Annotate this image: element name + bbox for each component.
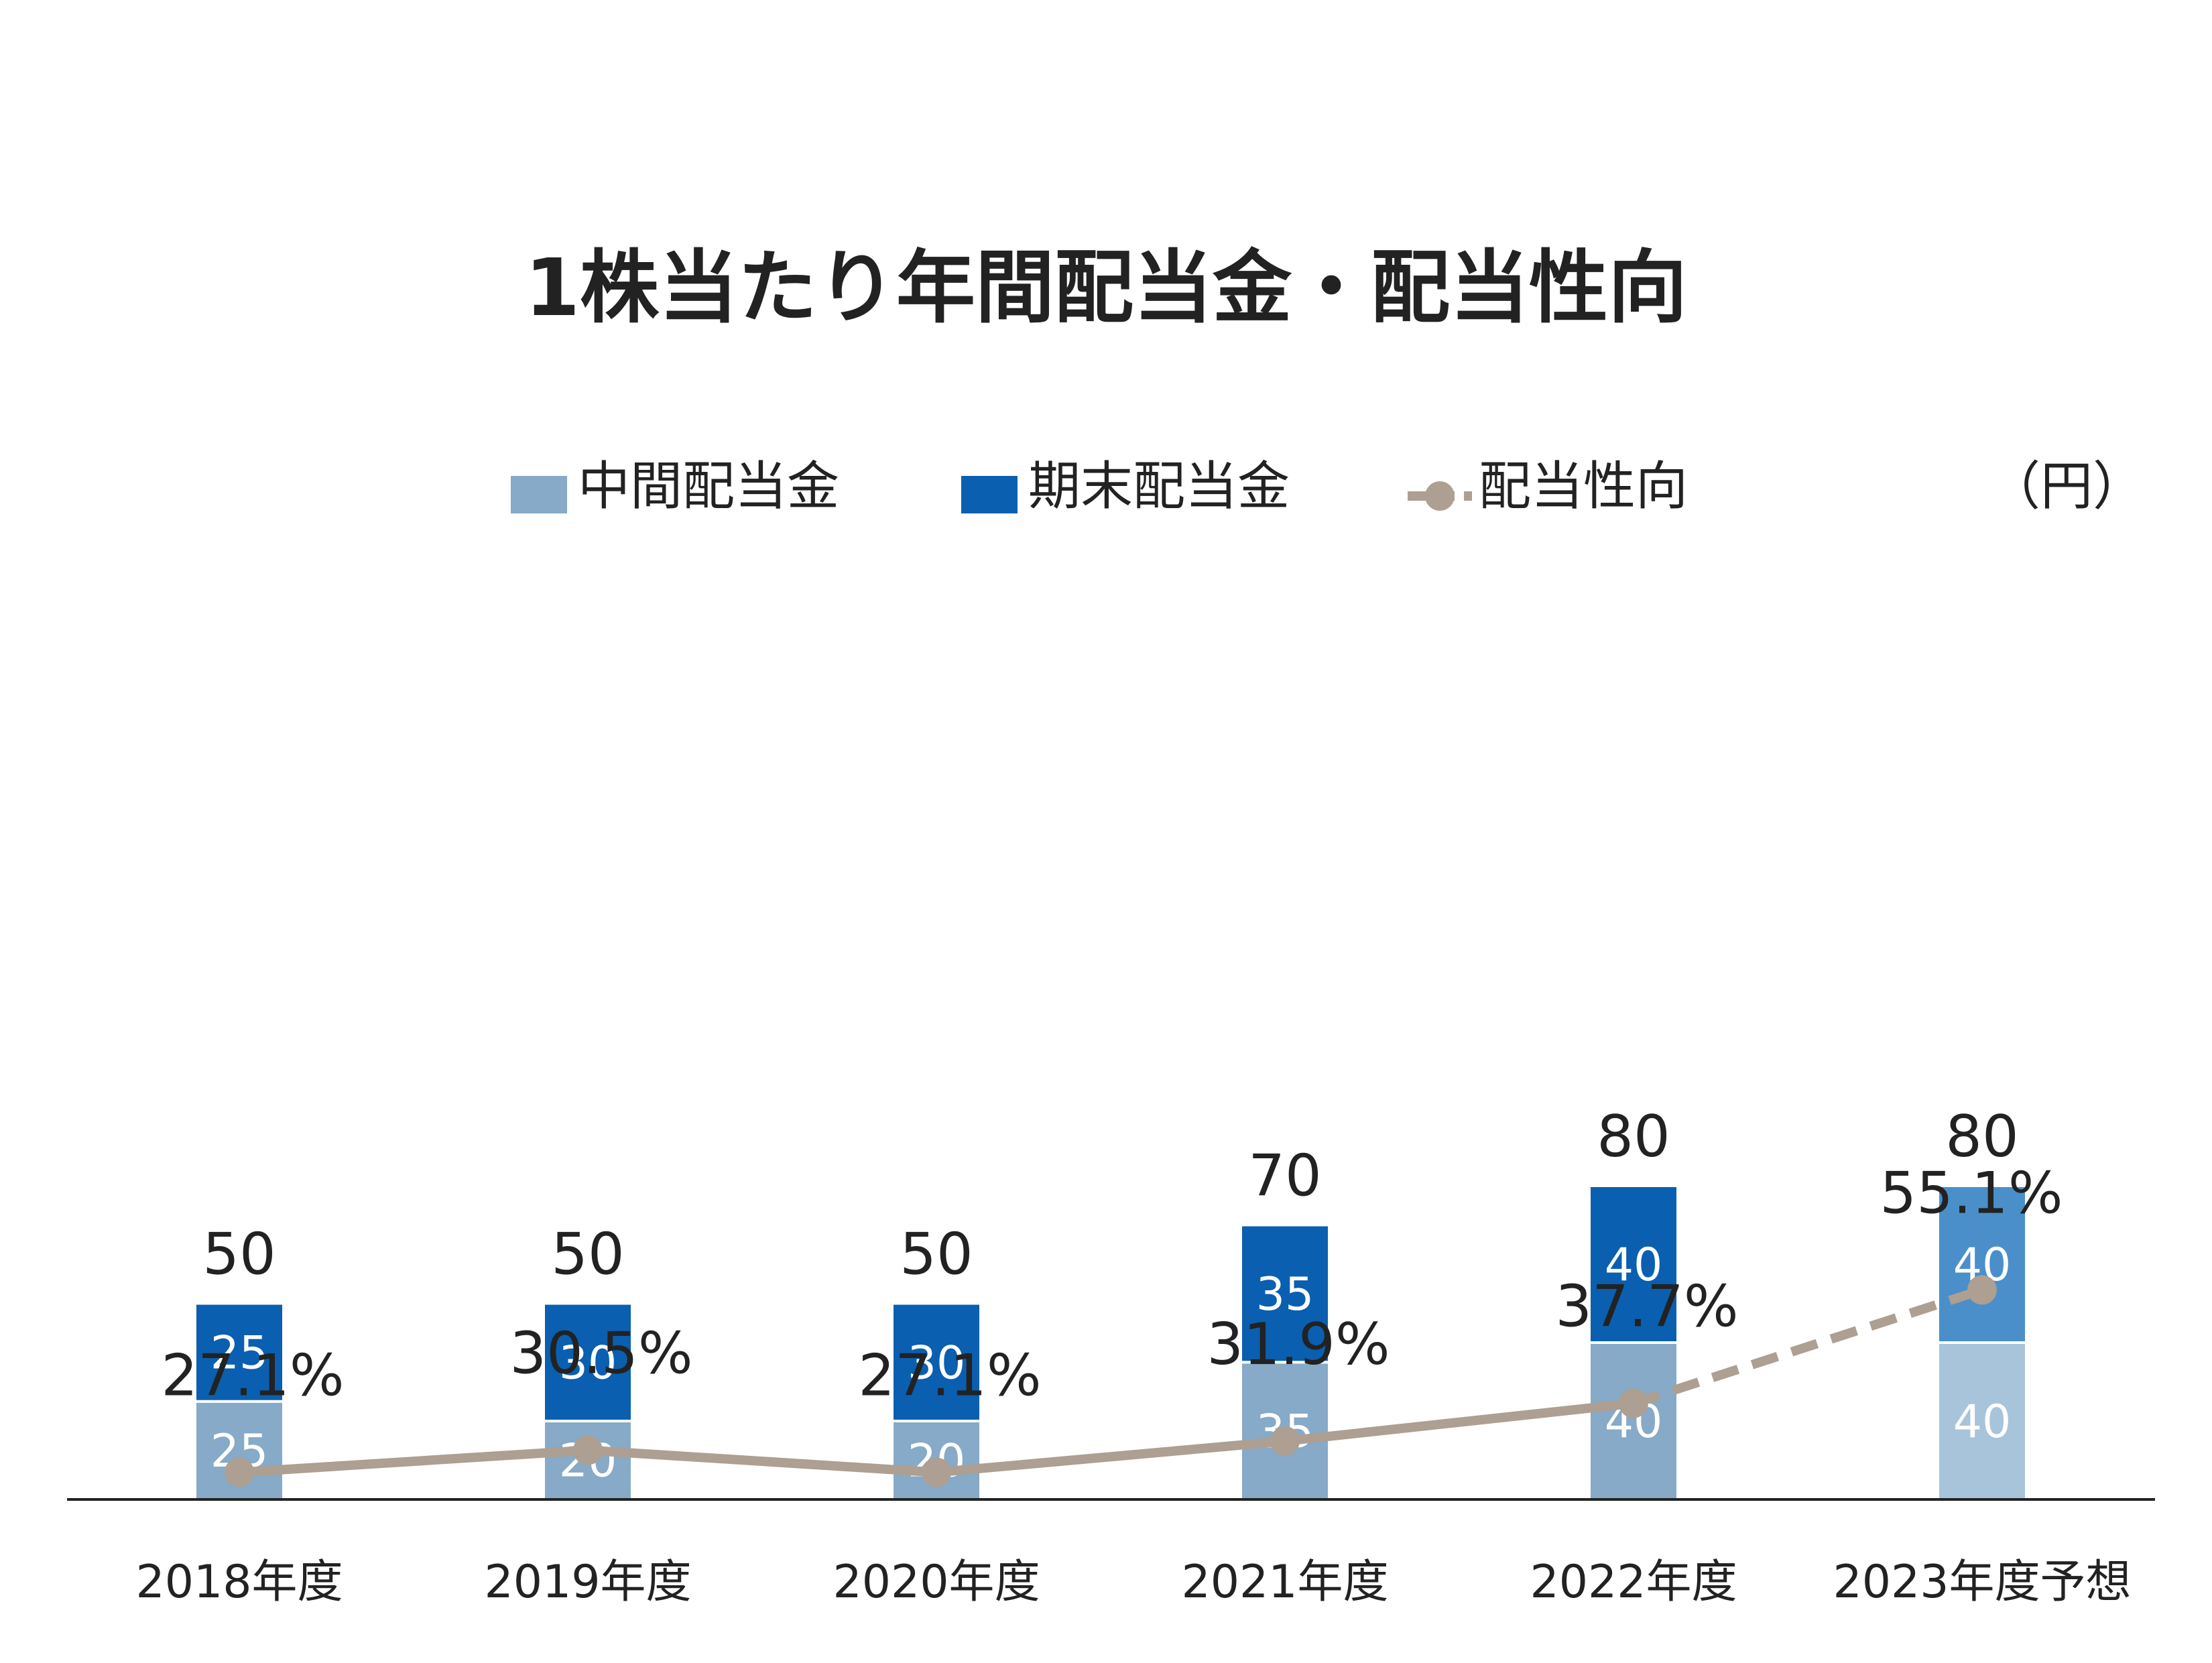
bar-total-label: 70 bbox=[1248, 1143, 1321, 1210]
bar-year-end bbox=[1937, 1184, 2028, 1344]
payout-line-layer: 27.1% 30.5% 27.1% 31.9% 37.7% 55.1% bbox=[161, 1160, 2063, 1487]
payout-point bbox=[225, 1457, 254, 1487]
x-tick-label: 2020年度 bbox=[833, 1556, 1040, 1609]
payout-point bbox=[573, 1435, 603, 1465]
payout-line-forecast bbox=[1632, 1285, 1984, 1408]
payout-label: 27.1% bbox=[161, 1343, 344, 1410]
bar-total-label: 80 bbox=[1597, 1103, 1670, 1170]
payout-label: 55.1% bbox=[1880, 1160, 2063, 1227]
payout-point bbox=[1967, 1275, 1997, 1305]
bars-layer: 252550203050203050353570404080404080 bbox=[194, 1103, 2028, 1501]
bar-year-end bbox=[542, 1302, 633, 1422]
payout-point bbox=[1270, 1426, 1300, 1456]
payout-label: 31.9% bbox=[1207, 1311, 1390, 1378]
bar-year-end bbox=[1239, 1223, 1331, 1364]
bar-year-end bbox=[194, 1302, 285, 1403]
bar-label-interim: 40 bbox=[1953, 1396, 2012, 1449]
bar-total-label: 50 bbox=[202, 1221, 275, 1288]
bar-label-year-end: 30 bbox=[559, 1337, 617, 1390]
x-tick-label: 2021年度 bbox=[1181, 1556, 1388, 1609]
bar-year-end bbox=[1588, 1184, 1679, 1344]
x-tick-label: 2018年度 bbox=[135, 1556, 343, 1609]
bar-label-year-end: 25 bbox=[210, 1327, 269, 1380]
x-tick-label: 2022年度 bbox=[1530, 1556, 1737, 1609]
legend-swatch-year-end bbox=[961, 476, 1018, 513]
legend-swatch-interim bbox=[511, 476, 567, 513]
payout-label: 27.1% bbox=[858, 1343, 1041, 1410]
bar-total-label: 50 bbox=[900, 1221, 973, 1288]
bar-label-year-end: 40 bbox=[1605, 1239, 1663, 1292]
x-axis-labels: 2018年度 2019年度 2020年度 2021年度 2022年度 2023年度予想 bbox=[135, 1556, 2131, 1609]
chart-title: 1株当たり年間配当金・配当性向 bbox=[525, 241, 1687, 334]
bar-interim bbox=[1937, 1341, 2028, 1501]
payout-point bbox=[922, 1457, 951, 1487]
legend: 中間配当金 期末配当金 配当性向 （円） bbox=[511, 456, 2145, 517]
legend-marker-payout bbox=[1425, 481, 1455, 511]
bar-label-year-end: 30 bbox=[908, 1337, 966, 1390]
bar-year-end bbox=[891, 1302, 982, 1422]
legend-label-year-end: 期末配当金 bbox=[1028, 456, 1290, 517]
x-tick-label: 2019年度 bbox=[484, 1556, 691, 1609]
bar-total-label: 50 bbox=[551, 1221, 624, 1288]
legend-label-payout: 配当性向 bbox=[1479, 456, 1688, 517]
legend-label-interim: 中間配当金 bbox=[578, 456, 839, 517]
bar-label-year-end: 35 bbox=[1256, 1268, 1314, 1321]
unit-label: （円） bbox=[1988, 456, 2145, 517]
payout-label: 37.7% bbox=[1555, 1274, 1738, 1341]
bar-total-label: 80 bbox=[1945, 1103, 2018, 1170]
x-tick-label: 2023年度予想 bbox=[1833, 1556, 2131, 1609]
payout-label: 30.5% bbox=[509, 1320, 692, 1388]
payout-point bbox=[1619, 1388, 1648, 1418]
